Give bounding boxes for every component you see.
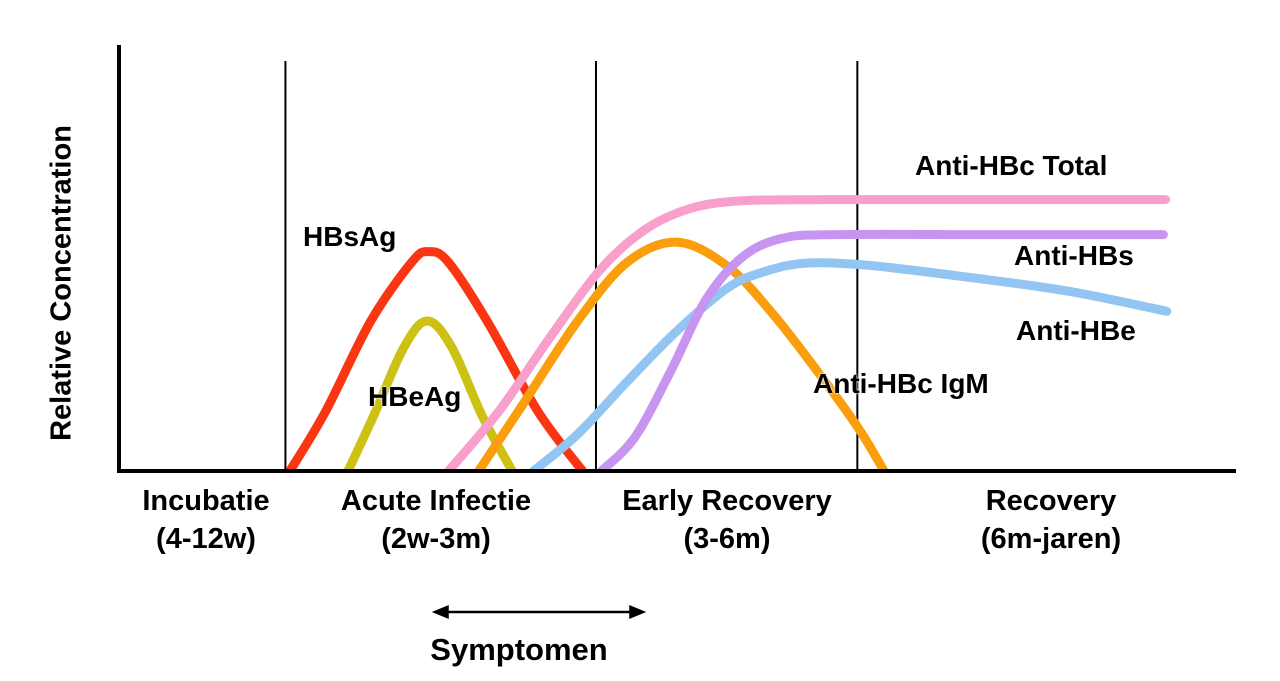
phase-label-incubatie: Incubatie (4-12w) xyxy=(142,482,269,558)
phase-label-acute-infectie: Acute Infectie (2w-3m) xyxy=(341,482,531,558)
curve-anti-hbc-total xyxy=(444,195,1171,473)
phase-name: Acute Infectie xyxy=(340,485,532,517)
curve-label-anti-hbc-igm: Anti-HBc IgM xyxy=(813,368,989,399)
phase-name: Recovery xyxy=(985,485,1117,517)
symptomen-label: Symptomen xyxy=(430,632,608,667)
phase-label-recovery: Recovery (6m-jaren) xyxy=(981,482,1121,558)
curve-label-anti-hbc-total: Anti-HBc Total xyxy=(915,150,1108,181)
curves-group xyxy=(285,195,1172,473)
phase-duration: (2w-3m) xyxy=(381,523,491,555)
phase-label-early-recovery: Early Recovery (3-6m) xyxy=(622,482,832,558)
phase-name: Early Recovery xyxy=(622,485,832,517)
curve-anti-hbc-igm xyxy=(474,237,889,473)
phase-duration: (4-12w) xyxy=(156,523,256,555)
phase-duration: (6m-jaren) xyxy=(980,523,1122,555)
curve-label-anti-hbs: Anti-HBs xyxy=(1014,240,1134,271)
curve-label-hbeag: HBeAg xyxy=(368,381,462,412)
curve-label-anti-hbe: Anti-HBe xyxy=(1016,315,1136,346)
y-axis-label: Relative Concentration xyxy=(45,125,78,441)
curve-anti-hbs xyxy=(597,229,1168,473)
curve-hbeag xyxy=(343,316,517,473)
symptom-arrowhead-left xyxy=(431,605,449,619)
curve-hbsag xyxy=(285,247,588,473)
curve-anti-hbe xyxy=(528,258,1172,473)
phase-duration: (3-6m) xyxy=(683,523,771,555)
symptom-arrowhead-right xyxy=(629,605,647,619)
curve-label-hbsag: HBsAg xyxy=(303,221,397,252)
phase-name: Incubatie xyxy=(142,485,270,517)
